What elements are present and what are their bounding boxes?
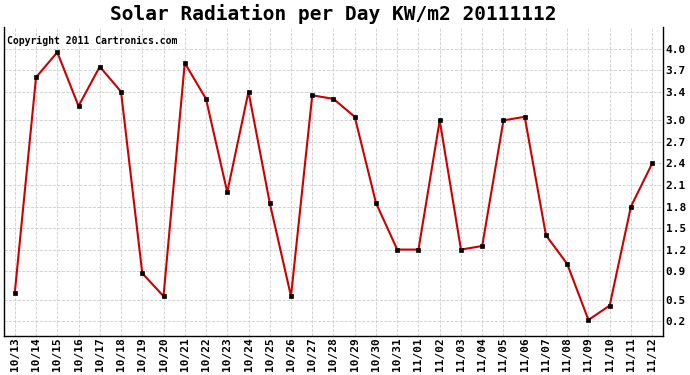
Text: Copyright 2011 Cartronics.com: Copyright 2011 Cartronics.com <box>8 36 178 46</box>
Title: Solar Radiation per Day KW/m2 20111112: Solar Radiation per Day KW/m2 20111112 <box>110 4 557 24</box>
